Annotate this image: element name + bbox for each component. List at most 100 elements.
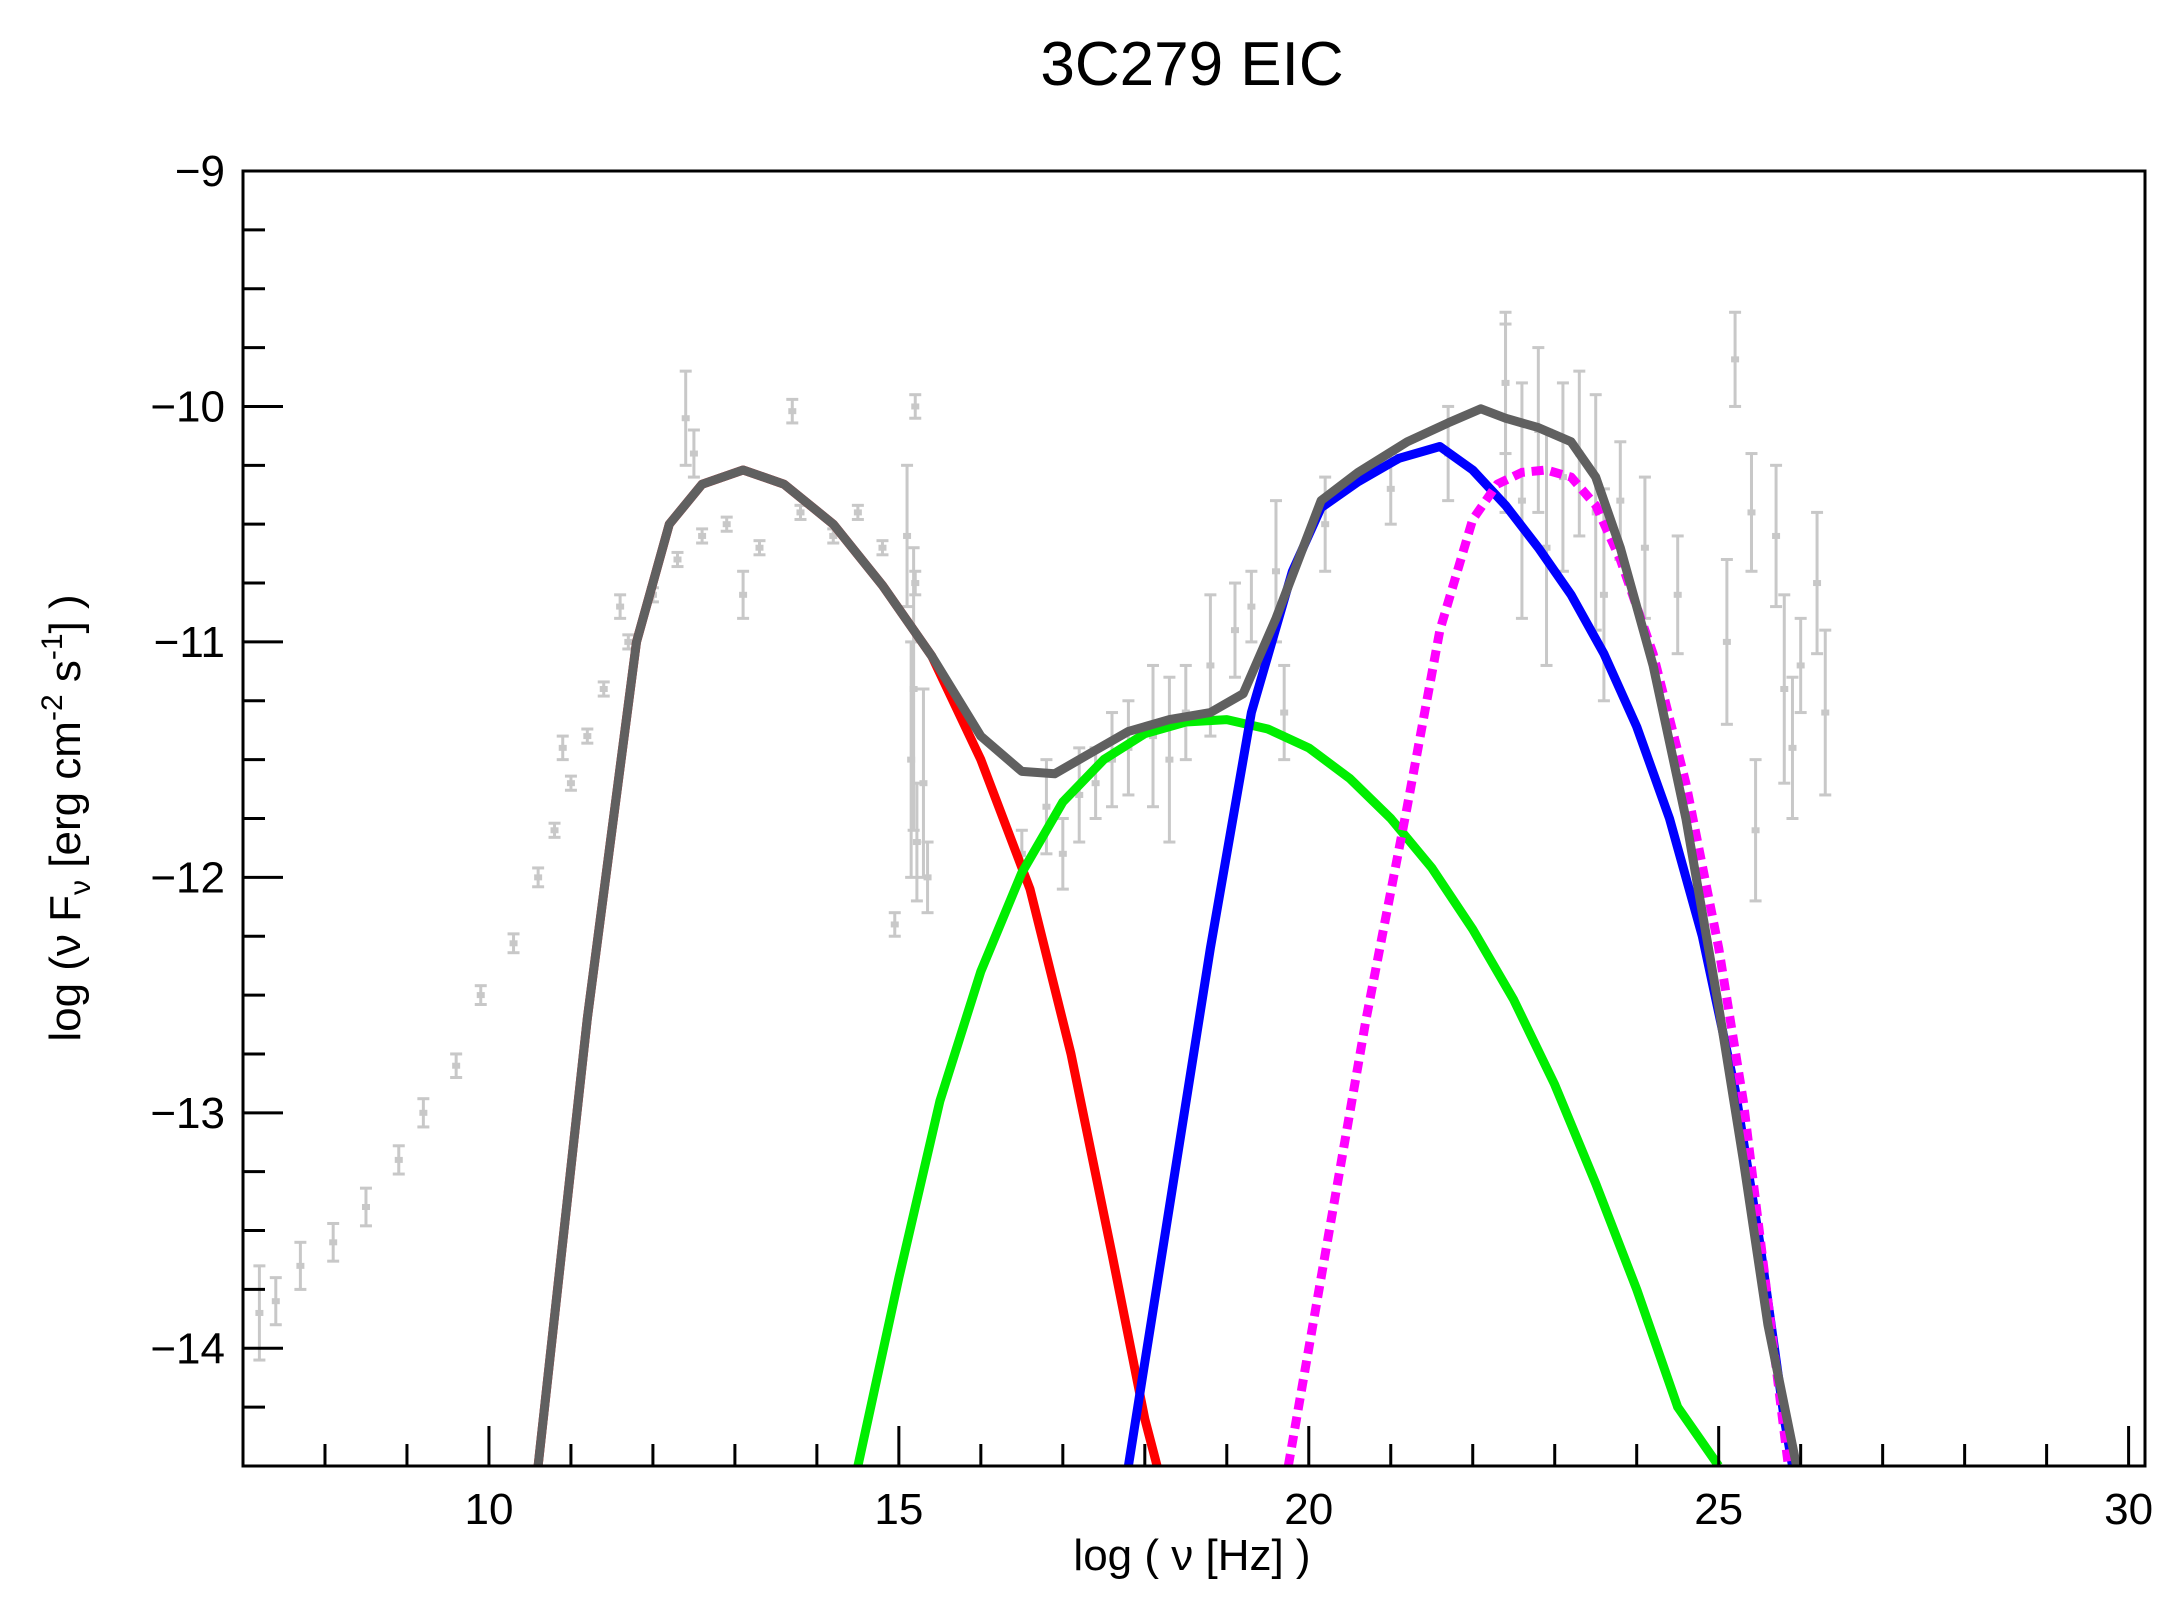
data-marker	[566, 780, 575, 787]
data-marker	[909, 686, 918, 692]
data-marker	[1501, 379, 1510, 386]
data-point	[1278, 663, 1291, 762]
data-marker	[1206, 662, 1215, 669]
y-label-s: s	[41, 660, 90, 694]
data-marker	[419, 1109, 428, 1116]
y-tick-label: −11	[154, 618, 225, 667]
data-marker	[1058, 850, 1067, 857]
data-point	[737, 569, 750, 620]
x-tick-label: 30	[2104, 1485, 2153, 1534]
data-point	[294, 1240, 307, 1291]
series-external-compton-blr	[1283, 465, 1793, 1466]
data-marker	[1821, 709, 1830, 716]
data-marker	[1165, 756, 1174, 763]
data-point	[564, 774, 577, 792]
data-point	[671, 550, 684, 569]
data-point	[1811, 510, 1824, 656]
data-marker	[1599, 591, 1608, 598]
data-point	[392, 1144, 405, 1176]
y-label-sub-nu: ν	[64, 880, 97, 895]
data-point	[687, 428, 700, 479]
data-marker	[1280, 709, 1289, 716]
x-tick-label: 10	[464, 1485, 513, 1534]
data-marker	[698, 532, 707, 539]
data-marker	[739, 591, 748, 598]
data-marker	[912, 839, 921, 846]
data-marker	[1247, 603, 1256, 610]
data-point	[888, 911, 901, 938]
data-point	[1499, 310, 1512, 456]
data-marker	[1673, 591, 1682, 598]
data-point	[720, 515, 733, 533]
series-synchrotron-self-compton	[853, 715, 1723, 1466]
chart-title: 3C279 EIC	[1040, 30, 1343, 99]
data-point	[1720, 558, 1733, 726]
data-marker	[476, 992, 485, 999]
y-tick-label: −9	[175, 147, 225, 196]
data-marker	[911, 403, 920, 410]
data-marker	[1772, 532, 1781, 539]
data-marker	[1091, 780, 1100, 787]
x-tick-label: 25	[1694, 1485, 1743, 1534]
data-point	[921, 840, 934, 915]
data-point	[1228, 581, 1241, 679]
data-marker	[796, 509, 805, 516]
data-marker	[1149, 733, 1158, 740]
data-marker	[271, 1298, 280, 1305]
data-marker	[1517, 497, 1526, 504]
data-point	[905, 640, 918, 879]
data-point	[1147, 663, 1160, 809]
data-marker	[1722, 638, 1731, 645]
data-point	[1786, 675, 1799, 820]
y-tick-label: −10	[150, 382, 225, 431]
data-point	[909, 569, 922, 597]
y-tick-labels: −9 −10 −11 −12 −13 −14	[150, 147, 225, 1373]
data-marker	[853, 509, 862, 516]
y-label-suffix: ] )	[41, 594, 90, 633]
data-marker	[534, 874, 543, 881]
data-marker	[616, 603, 625, 610]
data-marker	[755, 544, 764, 551]
data-point	[532, 866, 545, 889]
data-marker	[1558, 474, 1567, 481]
data-marker	[878, 544, 887, 551]
data-marker	[890, 921, 899, 928]
y-tick-label: −13	[150, 1089, 225, 1138]
data-marker	[829, 532, 838, 539]
data-marker	[1747, 509, 1756, 516]
data-point	[876, 539, 889, 557]
data-marker	[452, 1062, 461, 1069]
data-point	[1056, 817, 1069, 891]
data-point	[417, 1097, 430, 1129]
data-marker	[550, 827, 559, 834]
data-point	[901, 463, 914, 609]
data-point	[696, 527, 709, 545]
data-marker	[599, 686, 608, 692]
data-point	[359, 1186, 372, 1228]
data-marker	[1271, 568, 1280, 575]
data-point	[786, 397, 799, 425]
data-marker	[624, 638, 633, 645]
data-point	[909, 393, 922, 420]
data-marker	[1788, 744, 1797, 751]
data-marker	[1230, 627, 1239, 634]
data-point	[269, 1276, 282, 1327]
data-point	[597, 680, 610, 698]
data-marker	[1542, 544, 1551, 551]
data-point	[1245, 569, 1258, 644]
x-tick-label: 20	[1284, 1485, 1333, 1534]
x-axis-label: log ( ν [Hz] )	[1073, 1531, 1310, 1580]
data-marker	[681, 415, 690, 422]
data-point	[1745, 452, 1758, 573]
data-marker	[394, 1156, 403, 1163]
data-marker	[1017, 850, 1026, 857]
data-point	[1778, 593, 1791, 785]
data-point	[327, 1221, 340, 1263]
data-marker	[689, 450, 698, 457]
data-point	[1163, 675, 1176, 844]
data-point	[1749, 758, 1762, 903]
data-marker	[788, 408, 797, 415]
data-point	[1770, 463, 1783, 609]
data-marker	[1796, 662, 1805, 669]
